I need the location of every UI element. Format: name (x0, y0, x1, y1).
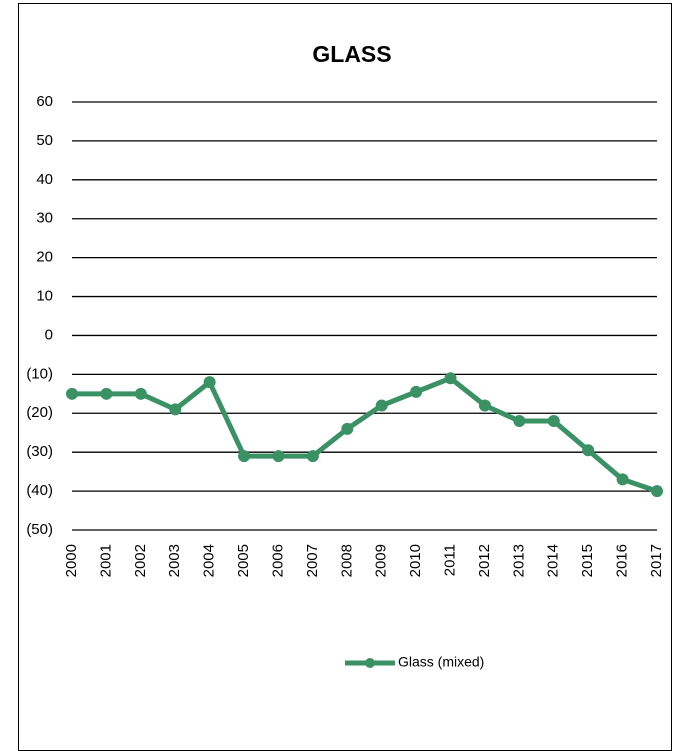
x-tick-label: 2008 (338, 544, 355, 577)
x-tick-label: 2010 (407, 544, 424, 577)
data-point (306, 450, 319, 463)
y-tick-label: (10) (26, 365, 53, 382)
x-tick-label: 2004 (201, 544, 218, 577)
y-tick-label: 60 (36, 93, 53, 110)
data-point (651, 485, 663, 498)
y-tick-label: 20 (36, 249, 53, 266)
x-tick-label: 2005 (235, 544, 252, 577)
legend-label: Glass (mixed) (398, 654, 484, 670)
data-point (410, 385, 423, 398)
data-point (444, 372, 457, 385)
y-tick-label: 10 (36, 288, 53, 305)
data-point (272, 450, 285, 463)
data-point (238, 450, 251, 463)
data-point (616, 473, 629, 486)
chart-title: GLASS (312, 41, 391, 67)
y-tick-label: (20) (26, 404, 53, 421)
x-tick-label: 2000 (63, 544, 80, 577)
y-tick-label: 30 (36, 210, 53, 227)
y-tick-label: (40) (26, 482, 53, 499)
data-point (100, 387, 113, 400)
x-tick-label: 2014 (545, 544, 562, 577)
data-point (582, 444, 595, 457)
data-point (203, 376, 216, 389)
x-tick-label: 2007 (304, 544, 321, 577)
data-point (547, 415, 560, 428)
x-tick-label: 2003 (166, 544, 183, 577)
x-tick-label: 2009 (373, 544, 390, 577)
data-point (375, 399, 388, 412)
x-tick-label: 2015 (579, 544, 596, 577)
y-tick-label: 40 (36, 171, 53, 188)
x-tick-label: 2006 (269, 544, 286, 577)
y-tick-label: (50) (26, 521, 53, 538)
x-tick-label: 2002 (132, 544, 149, 577)
data-point (478, 399, 491, 412)
chart-border (18, 3, 672, 751)
y-tick-label: 50 (36, 132, 53, 149)
x-tick-label: 2012 (476, 544, 493, 577)
data-point (341, 422, 354, 435)
legend-marker (365, 658, 375, 668)
y-tick-label: (30) (26, 443, 53, 460)
x-tick-label: 2017 (648, 544, 665, 577)
x-tick-label: 2001 (97, 544, 114, 577)
data-point (66, 387, 78, 400)
data-point (134, 387, 147, 400)
x-tick-label: 2013 (510, 544, 527, 577)
y-tick-label: 0 (45, 326, 53, 343)
x-tick-label: 2011 (441, 544, 458, 576)
data-point (513, 415, 526, 428)
series-line (72, 375, 658, 494)
data-point (169, 403, 182, 416)
x-tick-label: 2016 (614, 544, 631, 577)
